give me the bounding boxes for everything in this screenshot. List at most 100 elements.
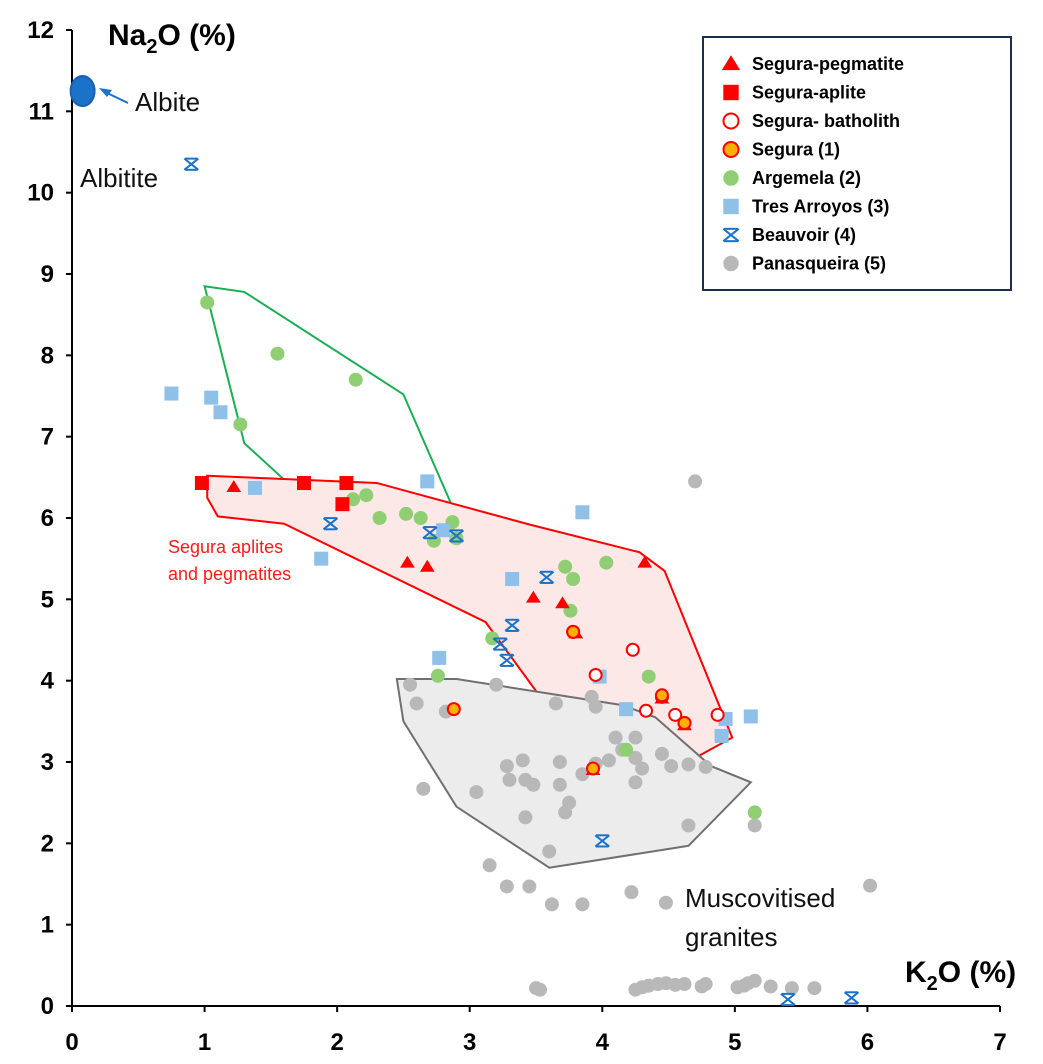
point-panasqueira-5: [628, 775, 643, 790]
point-panasqueira-5: [681, 818, 696, 833]
point-segura-1: [654, 688, 669, 703]
point-panasqueira-5: [624, 885, 639, 900]
point-tres-arroyos-3: [164, 386, 179, 401]
legend-marker-tres-arroyos-3: [723, 198, 739, 215]
legend-label-argemela-2: Argemela (2): [752, 168, 861, 188]
point-panasqueira-5: [403, 677, 418, 692]
point-panasqueira-5: [575, 767, 590, 782]
point-beauvoir-4: [780, 992, 796, 1007]
x-tick-label: 4: [596, 1029, 610, 1056]
point-argemela-2: [359, 488, 374, 503]
legend-label-segura-pegmatite: Segura-pegmatite: [752, 54, 904, 74]
legend-marker-argemela-2: [723, 170, 739, 186]
y-tick-label: 6: [41, 505, 54, 532]
y-tick-label: 10: [27, 180, 54, 207]
x-tick-label: 6: [861, 1029, 874, 1056]
point-panasqueira-5: [544, 897, 559, 912]
field-polygons: [203, 284, 753, 869]
point-argemela-2: [558, 559, 573, 574]
point-segura-aplite: [297, 476, 311, 491]
point-segura-batholith: [639, 703, 654, 718]
point-panasqueira-5: [863, 878, 878, 893]
legend-label-tres-arroyos-3: Tres Arroyos (3): [752, 197, 889, 217]
point-beauvoir-4: [538, 570, 555, 584]
point-panasqueira-5: [548, 696, 563, 711]
point-panasqueira-5: [807, 981, 822, 996]
x-tick-label: 3: [463, 1029, 476, 1056]
x-tick-label: 1: [198, 1029, 211, 1056]
point-tres-arroyos-3: [575, 505, 590, 520]
point-tres-arroyos-3: [436, 523, 451, 538]
y-tick-label: 12: [27, 17, 54, 44]
segura-field-label-1: Segura aplites: [168, 537, 283, 557]
point-segura-pegmatite: [525, 590, 541, 603]
point-panasqueira-5: [681, 757, 696, 772]
albite-arrowhead: [99, 88, 112, 97]
point-argemela-2: [399, 506, 414, 521]
point-argemela-2: [413, 511, 428, 525]
legend-marker-segura-1: [722, 141, 740, 158]
point-argemela-2: [641, 669, 656, 684]
point-panasqueira-5: [658, 895, 673, 910]
y-axis-title: Na2O (%): [108, 19, 236, 58]
point-argemela-2: [449, 531, 464, 546]
y-tick-label: 2: [41, 830, 54, 857]
point-segura-pegmatite: [226, 480, 242, 492]
point-tres-arroyos-3: [420, 474, 435, 489]
point-panasqueira-5: [558, 805, 573, 820]
point-tres-arroyos-3: [204, 390, 219, 405]
point-tres-arroyos-3: [432, 650, 447, 665]
legend-marker-segura-batholith: [722, 112, 740, 130]
point-panasqueira-5: [542, 844, 557, 859]
point-panasqueira-5: [747, 973, 762, 988]
point-panasqueira-5: [698, 759, 713, 774]
point-argemela-2: [200, 295, 215, 310]
x-tick-label: 0: [65, 1029, 78, 1056]
point-panasqueira-5: [515, 753, 530, 768]
data-points: [69, 75, 878, 1007]
point-panasqueira-5: [784, 981, 799, 996]
point-argemela-2: [485, 631, 500, 646]
point-panasqueira-5: [608, 730, 623, 745]
point-tres-arroyos-3: [714, 728, 729, 743]
point-argemela-2: [430, 668, 445, 683]
legend-label-panasqueira-5: Panasqueira (5): [752, 254, 886, 274]
point-tres-arroyos-3: [213, 405, 228, 420]
point-segura-1: [586, 761, 601, 776]
point-argemela-2: [619, 742, 634, 757]
point-segura-batholith: [588, 667, 603, 682]
point-panasqueira-5: [499, 879, 514, 894]
point-segura-1: [446, 702, 461, 717]
point-panasqueira-5: [688, 474, 703, 489]
point-tres-arroyos-3: [619, 702, 634, 717]
albite-label: Albite: [135, 87, 200, 117]
point-panasqueira-5: [628, 730, 643, 745]
legend-marker-segura-pegmatite: [721, 55, 741, 71]
point-panasqueira-5: [552, 755, 567, 769]
point-beauvoir-4: [499, 653, 515, 667]
point-beauvoir-4: [183, 157, 199, 171]
point-panasqueira-5: [499, 759, 514, 774]
point-panasqueira-5: [635, 761, 650, 776]
point-segura-batholith: [668, 707, 683, 722]
point-panasqueira-5: [552, 777, 567, 792]
legend-box: [702, 36, 1012, 291]
point-tres-arroyos-3: [247, 480, 262, 495]
point-segura-aplite: [194, 476, 209, 491]
point-panasqueira-5: [601, 753, 616, 768]
point-segura-batholith: [625, 642, 640, 657]
point-panasqueira-5: [664, 759, 679, 774]
point-panasqueira-5: [489, 677, 504, 692]
point-beauvoir-4: [492, 637, 508, 651]
point-segura-pegmatite: [637, 555, 653, 568]
point-panasqueira-5: [482, 858, 497, 873]
point-panasqueira-5: [698, 977, 713, 992]
point-segura-1: [677, 715, 692, 730]
point-argemela-2: [747, 805, 762, 820]
y-tick-label: 1: [41, 912, 54, 939]
legend-label-segura-1: Segura (1): [752, 140, 840, 160]
point-panasqueira-5: [575, 897, 590, 912]
legend: Segura-pegmatite Segura-aplite Segura- bat…: [702, 36, 1012, 291]
point-segura-pegmatite: [419, 559, 435, 572]
